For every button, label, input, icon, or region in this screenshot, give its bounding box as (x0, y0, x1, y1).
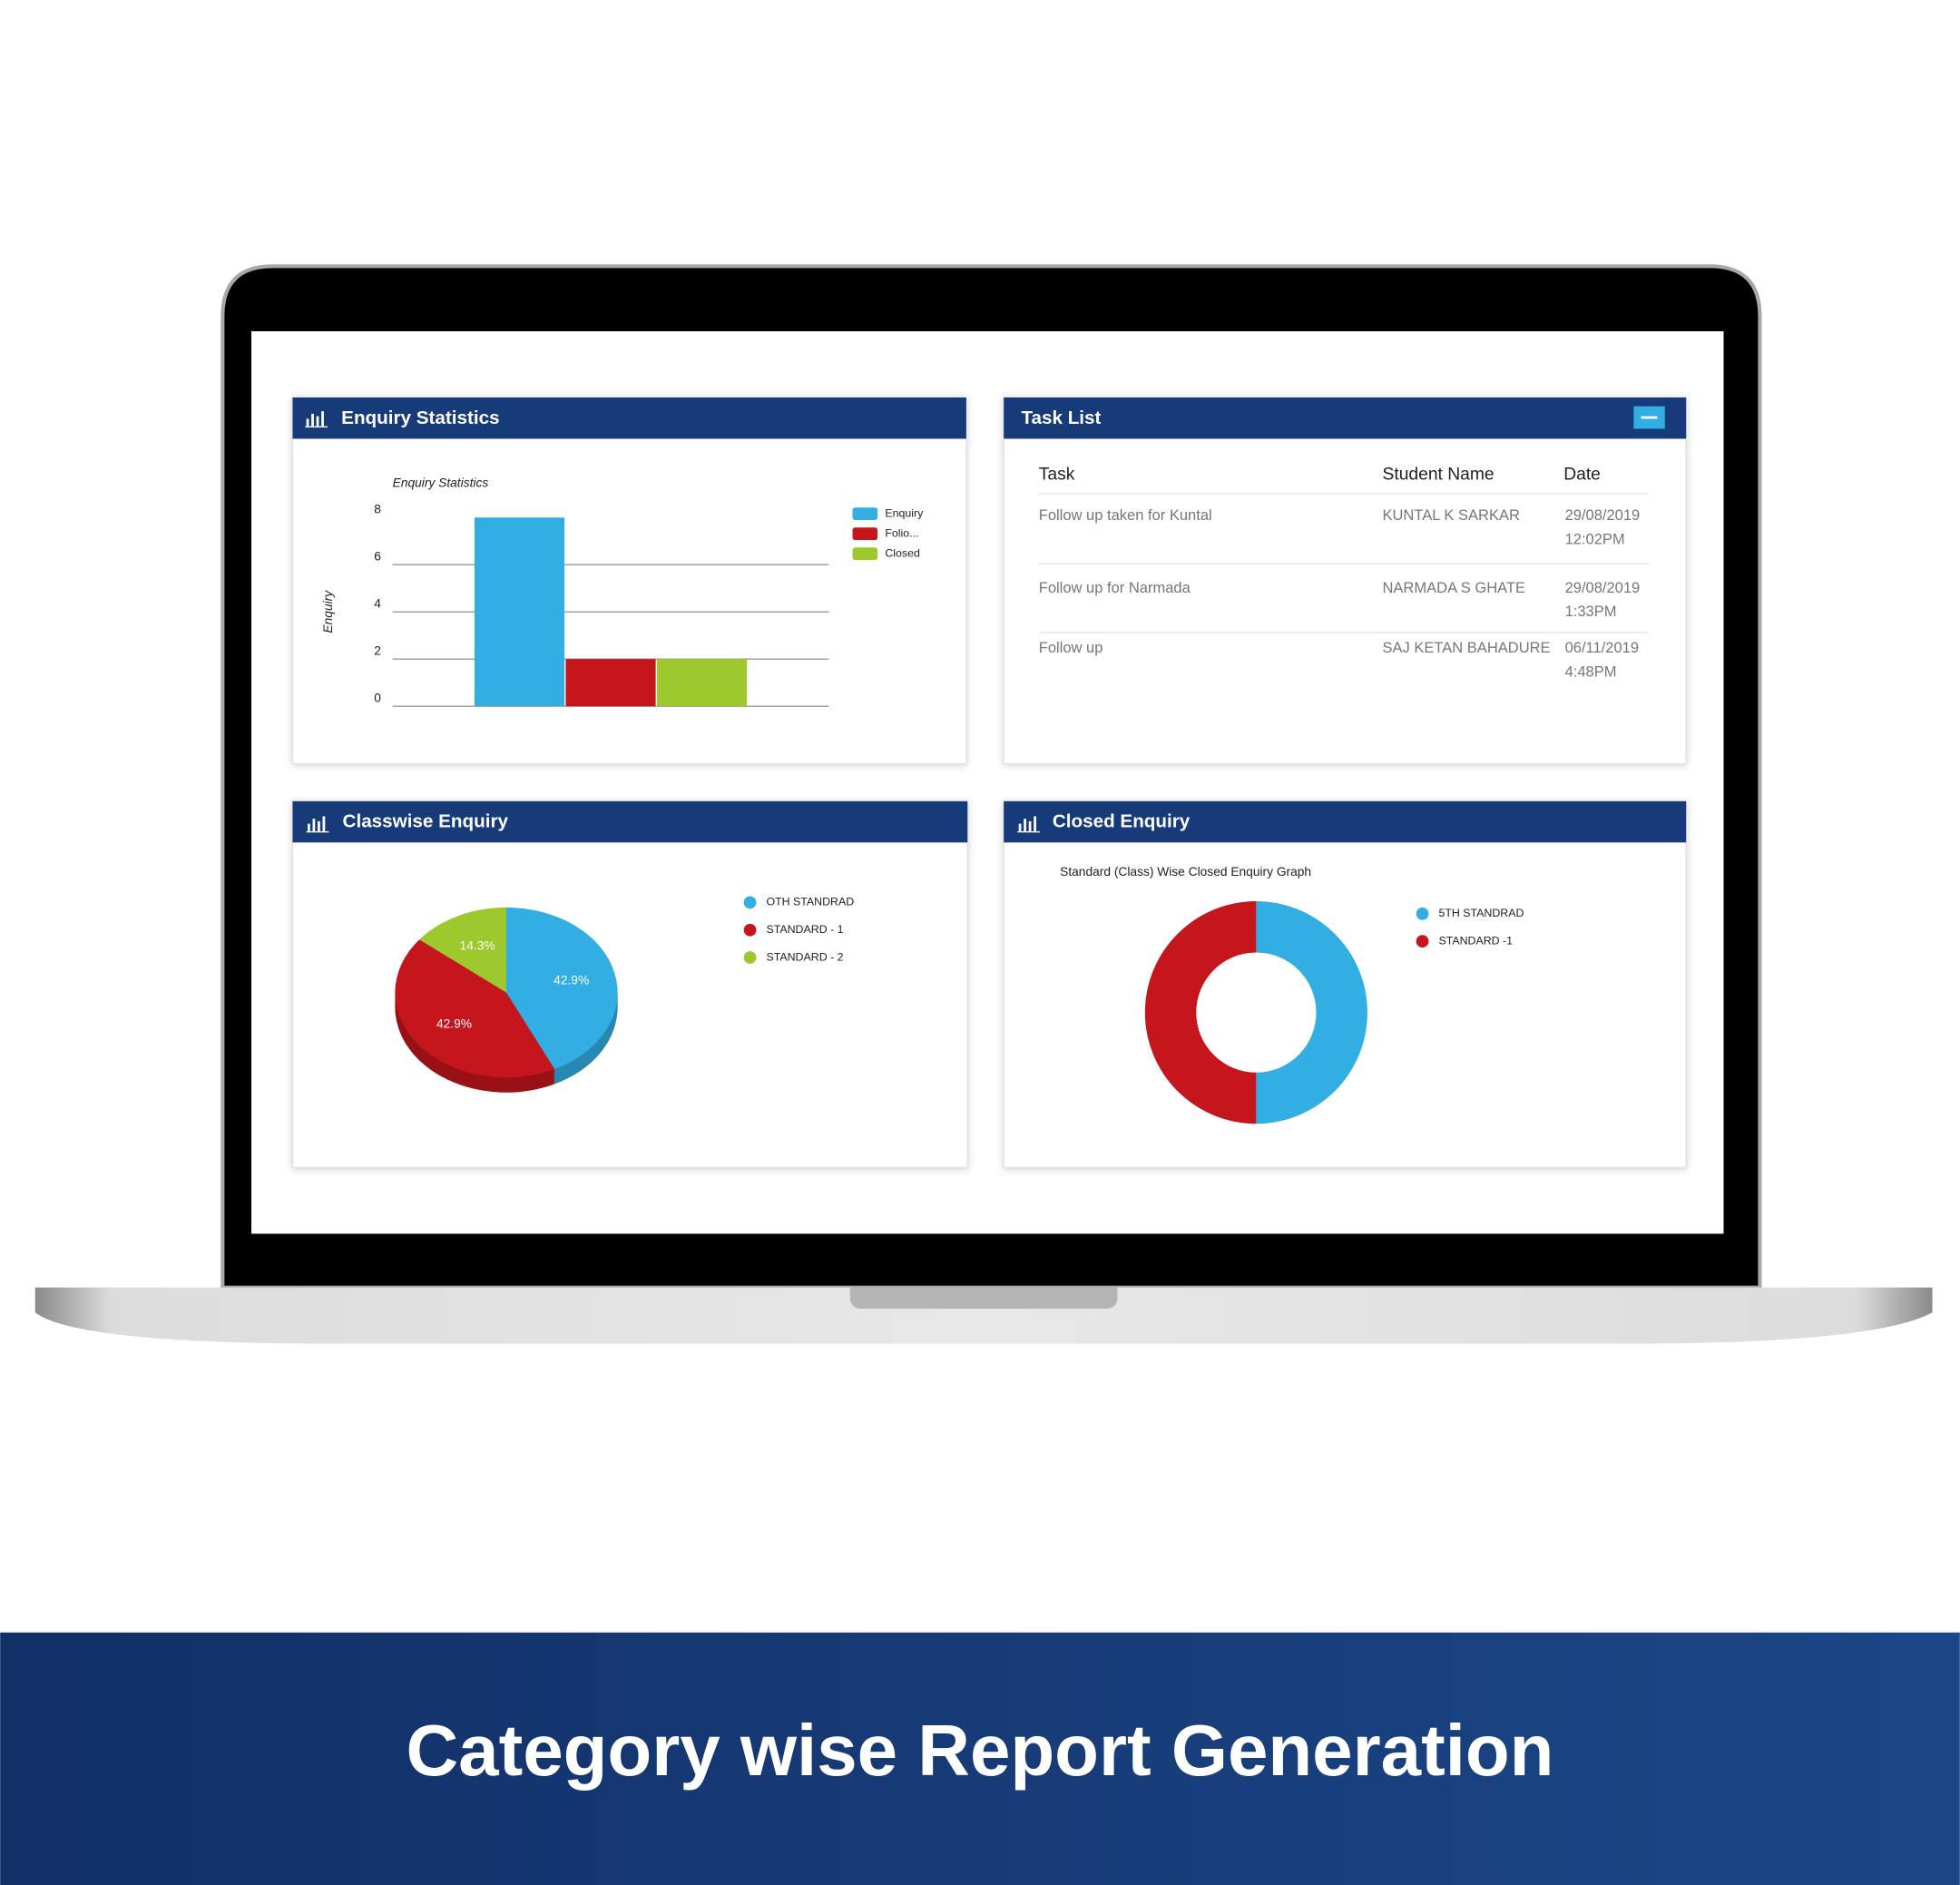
chart-icon (305, 411, 328, 428)
legend-swatch (852, 547, 878, 561)
panel-header (1004, 800, 1687, 843)
time-cell: 12:02PM (1565, 530, 1625, 547)
panel-header (1004, 397, 1687, 439)
panel (291, 800, 968, 1169)
banner-title: Category wise Report Generation (407, 1710, 1554, 1791)
legend-label: 5TH STANDRAD (1438, 907, 1524, 919)
legend-label: OTH STANDRAD (766, 896, 854, 908)
y-tick-label: 8 (374, 503, 381, 516)
legend-label: STANDARD -1 (1438, 934, 1513, 947)
bar (656, 659, 748, 707)
column-header: Task (1039, 465, 1075, 484)
y-tick-label: 4 (374, 597, 381, 611)
bar (474, 517, 565, 707)
legend-marker (1416, 907, 1429, 920)
slice-label: 42.9% (436, 1016, 472, 1030)
legend-marker (743, 923, 757, 937)
pie-slice (419, 907, 506, 993)
legend-label: Folio... (885, 526, 918, 539)
panel-header (292, 800, 968, 843)
chart-title: Standard (Class) Wise Closed Enquiry Gra… (1060, 865, 1311, 879)
task-cell: Follow up for Narmada (1039, 579, 1191, 596)
y-tick-label: 0 (374, 692, 381, 705)
task-table: Task Student Name Date (1039, 465, 1649, 495)
student-cell: NARMADA S GHATE (1382, 579, 1525, 596)
student-cell: SAJ KETAN BAHADURE (1382, 639, 1550, 656)
legend-label: STANDARD - 2 (766, 950, 843, 963)
donut-slice (1144, 901, 1257, 1124)
chart-icon (1017, 816, 1041, 833)
pie-slice (505, 907, 618, 1069)
time-cell: 4:48PM (1565, 663, 1617, 680)
column-header: Date (1563, 465, 1601, 484)
slice-label: 42.9% (554, 974, 589, 987)
legend-swatch (852, 527, 878, 541)
y-axis-label: Enquiry (321, 590, 335, 633)
legend-label: STANDARD - 1 (766, 923, 843, 936)
laptop-notch (849, 1287, 1118, 1310)
panel-header (292, 397, 966, 439)
date-cell: 29/08/2019 (1565, 579, 1641, 596)
y-tick-label: 6 (374, 550, 381, 564)
bar (565, 659, 656, 707)
panel-title: Enquiry Statistics (341, 407, 499, 428)
laptop-base (34, 1287, 1933, 1344)
column-header: Student Name (1382, 465, 1494, 484)
legend-label: Enquiry (885, 506, 924, 519)
chart-icon (306, 816, 329, 833)
legend-swatch (852, 507, 878, 520)
legend-marker (743, 951, 757, 964)
legend-marker (1416, 935, 1429, 948)
legend-label: Closed (885, 546, 920, 559)
chart-title: Enquiry Statistics (393, 476, 489, 490)
panel-title: Classwise Enquiry (343, 811, 509, 832)
panel (291, 397, 967, 765)
banner (0, 1632, 1960, 1885)
date-cell: 29/08/2019 (1565, 506, 1641, 524)
y-tick-label: 2 (374, 644, 381, 658)
pie-slice (395, 939, 555, 1078)
date-cell: 06/11/2019 (1565, 639, 1639, 656)
minus-icon (1641, 416, 1658, 419)
panel-title: Task List (1021, 407, 1101, 428)
student-cell: KUNTAL K SARKAR (1382, 506, 1520, 524)
task-cell: Follow up taken for Kuntal (1039, 506, 1212, 524)
legend-marker (743, 896, 757, 909)
donut-slice (1256, 901, 1367, 1124)
time-cell: 1:33PM (1565, 603, 1617, 620)
panel (1003, 397, 1687, 765)
slice-label: 14.3% (460, 939, 495, 953)
task-cell: Follow up (1039, 639, 1103, 656)
panel-title: Closed Enquiry (1053, 811, 1191, 832)
